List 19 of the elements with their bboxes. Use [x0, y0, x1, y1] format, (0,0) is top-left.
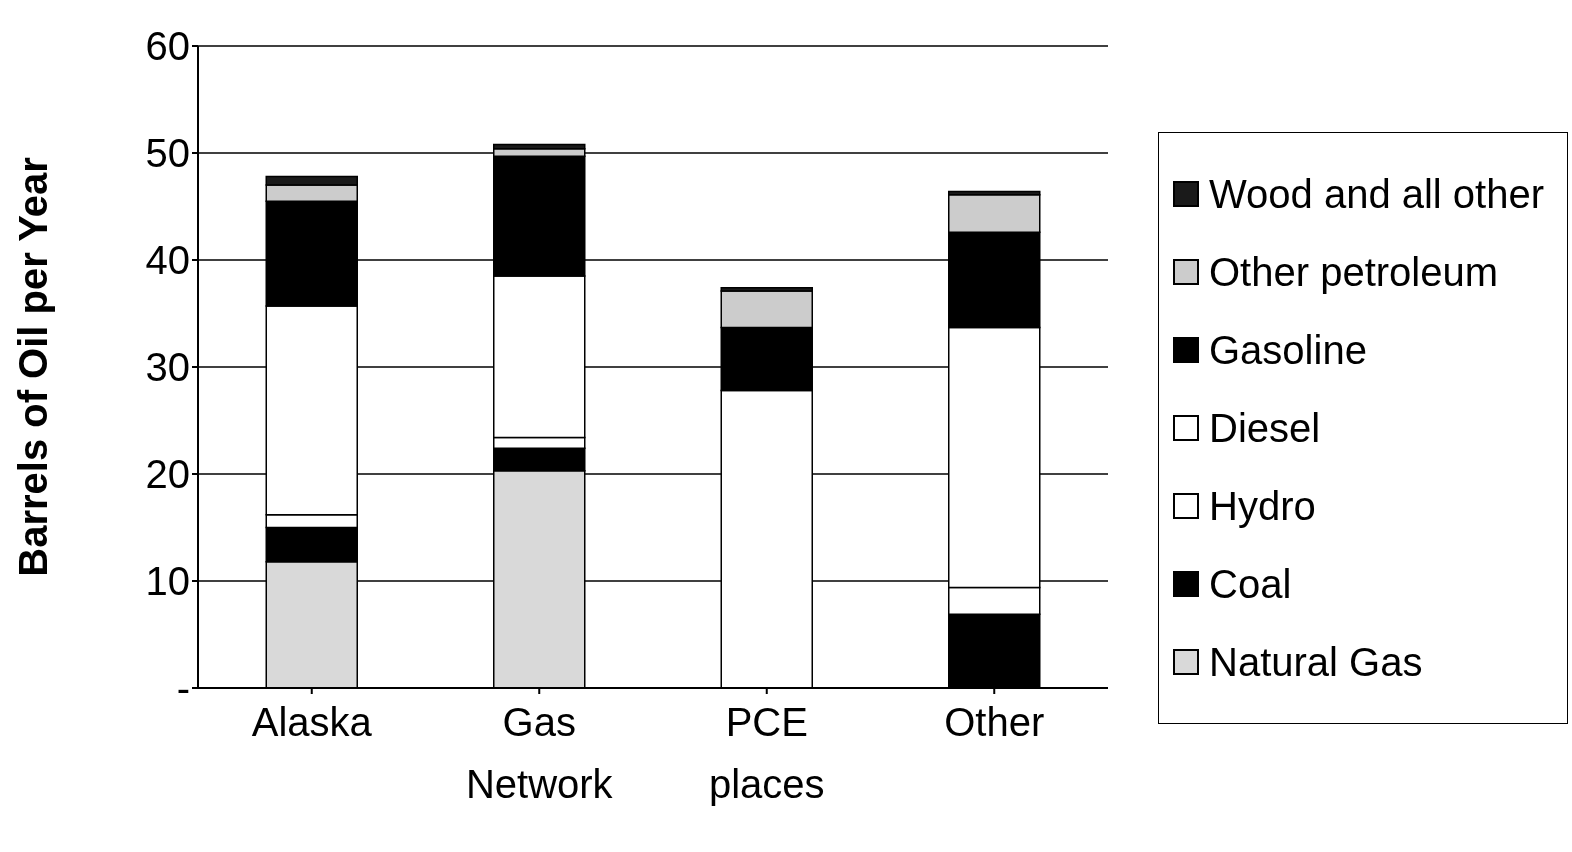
y-tick-label: 40 [145, 238, 190, 283]
y-tick-label: 20 [145, 452, 190, 497]
x-tick-label: Alaska [251, 700, 373, 744]
legend-label: Other petroleum [1209, 249, 1499, 295]
x-tick-label: PCE places [708, 700, 825, 806]
x-tick-label: Other [944, 700, 1045, 744]
y-tick-label: 50 [145, 131, 190, 176]
legend-label: Gasoline [1209, 327, 1367, 373]
y-axis-title: Barrels of Oil per Year [11, 157, 56, 577]
legend-label: Hydro [1209, 483, 1316, 529]
y-tick-label: 60 [145, 24, 190, 69]
legend-label: Wood and all other [1209, 171, 1545, 217]
legend-label: Coal [1209, 561, 1292, 607]
legend-label: Diesel [1209, 405, 1321, 451]
y-tick-label: 10 [145, 559, 190, 604]
y-tick-label: 30 [145, 345, 190, 390]
legend-label: Natural Gas [1209, 639, 1423, 685]
x-tick-label: Gas Network [465, 700, 614, 806]
y-tick-label: - [176, 666, 190, 711]
